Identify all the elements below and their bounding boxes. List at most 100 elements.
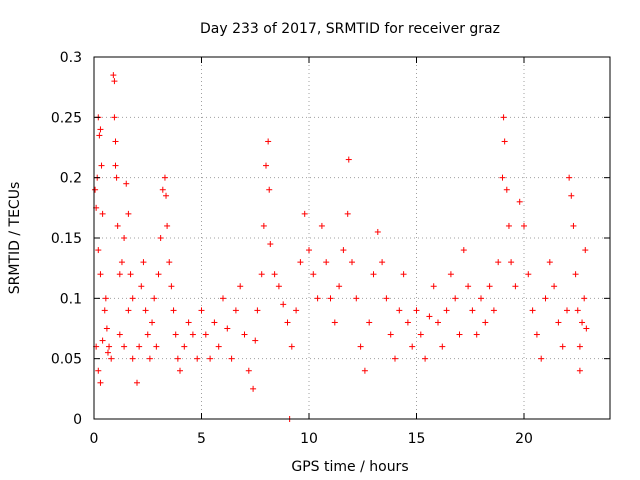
data-point bbox=[301, 210, 308, 217]
data-point bbox=[529, 307, 536, 314]
data-point bbox=[102, 295, 109, 302]
data-point bbox=[121, 343, 128, 350]
y-tick-label: 0.2 bbox=[60, 171, 82, 187]
data-point bbox=[252, 337, 259, 344]
y-tick-label: 0.3 bbox=[60, 50, 82, 66]
data-point bbox=[387, 331, 394, 338]
data-point bbox=[170, 307, 177, 314]
data-point bbox=[99, 210, 106, 217]
data-point bbox=[157, 235, 164, 241]
data-point bbox=[306, 247, 312, 254]
data-point bbox=[164, 222, 171, 229]
data-point bbox=[331, 319, 338, 326]
data-point bbox=[97, 271, 104, 278]
data-point bbox=[435, 319, 441, 326]
data-point bbox=[495, 259, 502, 266]
chart-title: Day 233 of 2017, SRMTID for receiver gra… bbox=[200, 21, 500, 37]
data-point bbox=[134, 379, 140, 386]
data-point bbox=[379, 259, 386, 266]
data-point bbox=[260, 222, 267, 229]
data-point bbox=[392, 355, 398, 362]
data-point bbox=[97, 379, 104, 386]
data-point bbox=[142, 307, 149, 314]
data-point bbox=[258, 271, 265, 278]
data-point bbox=[521, 222, 527, 229]
data-point bbox=[198, 307, 205, 314]
data-point bbox=[516, 198, 523, 205]
data-point bbox=[456, 331, 463, 338]
data-point bbox=[340, 247, 347, 254]
data-point bbox=[327, 295, 334, 302]
data-point bbox=[499, 174, 506, 181]
data-point bbox=[404, 319, 411, 326]
y-tick-label: 0.1 bbox=[60, 291, 82, 307]
data-point bbox=[106, 343, 113, 350]
data-point bbox=[430, 283, 437, 290]
data-point bbox=[241, 331, 248, 338]
data-point bbox=[478, 295, 484, 302]
y-tick-label: 0.15 bbox=[51, 231, 82, 247]
data-point bbox=[275, 283, 282, 290]
data-point bbox=[202, 331, 209, 338]
data-point bbox=[181, 343, 188, 350]
y-tick-label: 0.05 bbox=[51, 352, 82, 368]
data-point bbox=[110, 72, 117, 79]
data-point bbox=[512, 283, 519, 290]
data-point bbox=[189, 331, 196, 338]
data-point bbox=[177, 367, 183, 374]
data-point bbox=[245, 367, 252, 374]
data-point bbox=[155, 271, 162, 278]
data-point bbox=[140, 259, 147, 266]
data-point bbox=[149, 319, 156, 326]
data-point bbox=[383, 295, 390, 302]
data-point bbox=[207, 355, 214, 362]
data-point bbox=[174, 355, 181, 362]
data-point bbox=[161, 174, 168, 181]
data-point bbox=[452, 295, 459, 302]
data-point bbox=[288, 343, 295, 350]
data-point bbox=[97, 126, 104, 133]
data-point bbox=[349, 259, 355, 266]
data-point bbox=[166, 259, 173, 266]
data-point bbox=[263, 162, 269, 169]
data-point bbox=[271, 271, 278, 278]
x-axis-label: GPS time / hours bbox=[291, 459, 408, 475]
data-point bbox=[104, 349, 111, 356]
data-point bbox=[172, 331, 179, 338]
data-point bbox=[121, 235, 128, 241]
data-point bbox=[108, 355, 115, 362]
data-point bbox=[103, 325, 110, 332]
data-point bbox=[232, 307, 239, 314]
data-point bbox=[353, 295, 360, 302]
data-point bbox=[357, 343, 364, 350]
data-point bbox=[318, 222, 325, 229]
data-point bbox=[127, 271, 134, 278]
data-point bbox=[136, 343, 143, 350]
data-point bbox=[500, 114, 507, 121]
data-point bbox=[469, 307, 476, 314]
data-point bbox=[125, 307, 132, 314]
y-tick-label: 0 bbox=[73, 412, 82, 428]
y-axis-label: SRMTID / TECUs bbox=[7, 182, 23, 295]
data-point bbox=[559, 343, 566, 350]
data-point bbox=[267, 241, 274, 248]
data-point bbox=[422, 355, 429, 362]
data-point bbox=[568, 192, 575, 199]
data-point bbox=[153, 343, 160, 350]
data-point bbox=[224, 325, 231, 332]
data-point bbox=[574, 307, 581, 314]
data-point bbox=[254, 307, 261, 314]
data-point bbox=[374, 228, 381, 235]
data-point bbox=[396, 307, 403, 314]
data-point bbox=[123, 180, 130, 187]
data-point bbox=[503, 186, 510, 193]
data-point bbox=[361, 367, 368, 374]
data-point bbox=[409, 343, 416, 350]
data-point bbox=[116, 271, 123, 278]
data-point bbox=[116, 331, 123, 338]
data-point bbox=[220, 295, 226, 302]
data-point bbox=[505, 222, 512, 229]
data-point bbox=[542, 295, 549, 302]
axis-ticks: 0 5 10 15 20 0 0.05 0.1 0.15 0.2 0.25 0.3 bbox=[51, 50, 610, 447]
data-point bbox=[555, 319, 562, 326]
